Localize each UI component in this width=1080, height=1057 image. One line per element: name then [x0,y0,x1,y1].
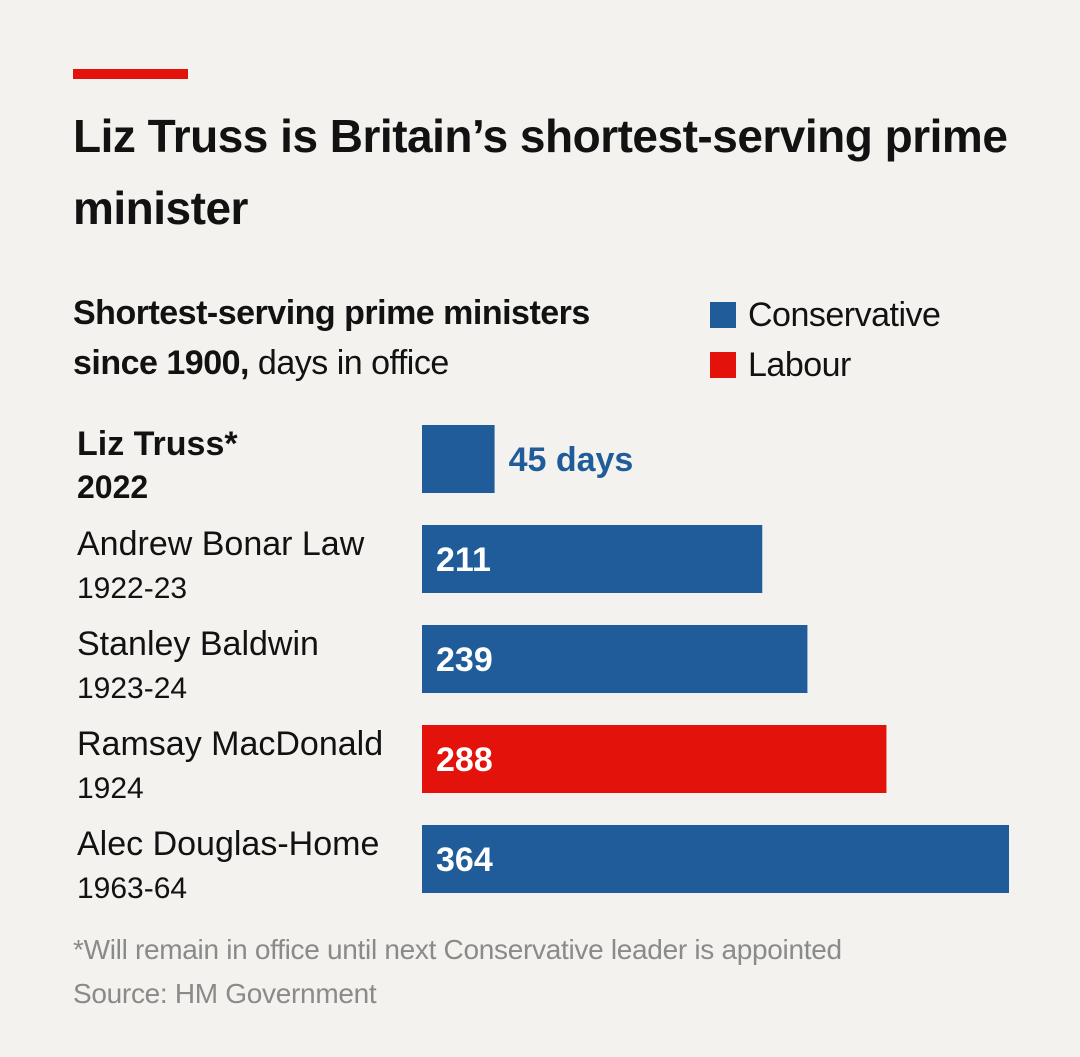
pm-years-label: 1922-23 [77,572,187,605]
bar [422,525,763,593]
pm-years-label: 1923-24 [77,672,187,705]
legend-item-conservative: Conservative [710,290,941,340]
bar-value-label: 288 [436,741,493,779]
accent-bar [73,69,188,79]
bar-value-label: 45 days [509,441,634,479]
footnote-text: *Will remain in office until next Conser… [73,934,842,965]
pm-name-label: Stanley Baldwin [77,625,319,663]
bar [422,725,887,793]
legend-swatch-labour [710,352,736,378]
bar-value-label: 239 [436,641,493,679]
pm-name-label: Andrew Bonar Law [77,525,365,563]
bar-value-label: 364 [436,841,493,879]
bar-value-label: 211 [436,541,491,579]
legend-swatch-conservative [710,302,736,328]
legend-label-labour: Labour [748,345,851,384]
bar-chart: Liz Truss* 2022 45 days Andrew Bonar Law 192… [77,425,1009,905]
legend-item-labour: Labour [710,340,940,390]
bar [422,825,1009,893]
chart-subtitle: Shortest-serving prime ministers since 1… [73,288,673,388]
pm-years-label: 1924 [77,772,144,805]
chart-footnote: *Will remain in office until next Conser… [73,928,842,1016]
bar [422,425,495,493]
pm-years-label: 1963-64 [77,872,187,905]
pm-name-label: Liz Truss* [77,425,238,463]
subtitle-bold: Shortest-serving prime ministers since 1… [73,294,590,382]
pm-years-label: 2022 [77,469,148,505]
pm-name-label: Alec Douglas-Home [77,825,379,863]
bar [422,625,808,693]
source-text: Source: HM Government [73,978,377,1009]
pm-name-label: Ramsay MacDonald [77,725,383,763]
legend: Conservative Labour [710,290,941,390]
chart-title: Liz Truss is Britain’s shortest-serving … [73,110,1008,234]
subtitle-rest: days in office [248,344,449,382]
legend-label-conservative: Conservative [748,295,941,334]
